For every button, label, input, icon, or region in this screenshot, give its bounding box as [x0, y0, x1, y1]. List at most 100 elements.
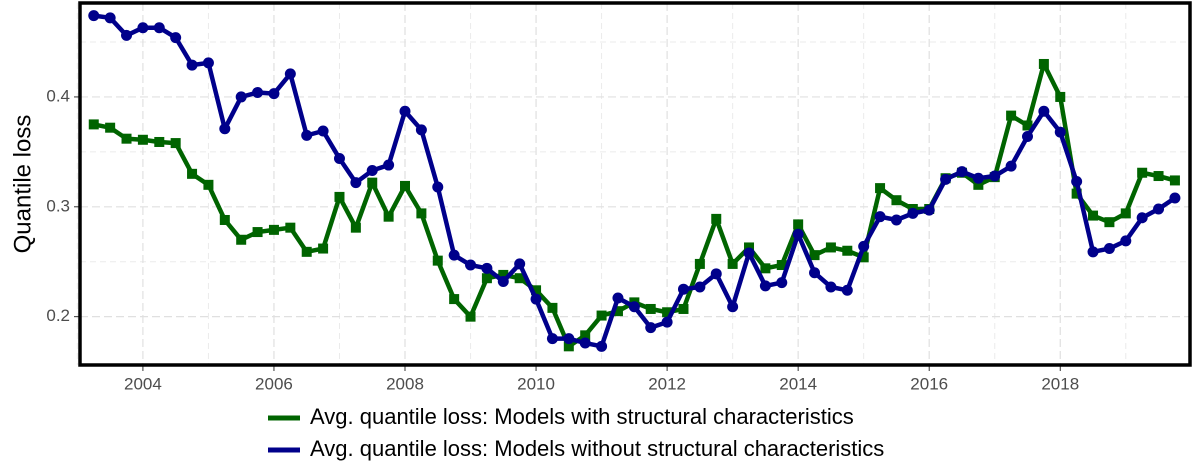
- point: [1103, 243, 1115, 255]
- x-tick-label: 2014: [779, 374, 817, 393]
- point: [383, 159, 395, 171]
- y-tick-label: 0.3: [46, 196, 70, 215]
- point: [1153, 171, 1164, 182]
- point: [105, 122, 116, 133]
- point: [284, 68, 296, 80]
- point: [678, 303, 689, 314]
- point: [972, 172, 984, 184]
- point: [776, 277, 788, 289]
- point: [1022, 120, 1033, 131]
- point: [1038, 105, 1050, 117]
- point: [1120, 235, 1132, 247]
- point: [465, 259, 477, 271]
- x-tick-label: 2004: [124, 374, 162, 393]
- point: [890, 214, 902, 226]
- point: [497, 276, 509, 288]
- point: [1136, 212, 1148, 224]
- point: [449, 294, 460, 305]
- point: [760, 263, 771, 274]
- point: [399, 105, 411, 117]
- point: [154, 136, 165, 147]
- point: [891, 195, 902, 206]
- point: [481, 273, 492, 284]
- point: [1087, 246, 1099, 258]
- point: [694, 258, 705, 269]
- point: [875, 183, 886, 194]
- point: [661, 316, 673, 328]
- point: [531, 285, 542, 296]
- point: [121, 133, 132, 144]
- point: [153, 22, 165, 34]
- point: [907, 207, 919, 219]
- point: [711, 213, 722, 224]
- y-axis-title: Quantile loss: [9, 115, 36, 254]
- point: [481, 262, 493, 274]
- point: [334, 191, 345, 202]
- point: [596, 310, 607, 321]
- point: [350, 222, 361, 233]
- point: [465, 311, 476, 322]
- point: [825, 281, 837, 293]
- point: [137, 22, 149, 34]
- point: [301, 129, 313, 141]
- point: [727, 258, 738, 269]
- y-tick-label: 0.4: [46, 86, 70, 105]
- point: [202, 57, 214, 69]
- x-tick-label: 2010: [517, 374, 555, 393]
- legend-label: Avg. quantile loss: Models without struc…: [310, 436, 884, 461]
- point: [1005, 160, 1017, 172]
- point: [252, 87, 264, 99]
- point: [792, 228, 804, 240]
- point: [923, 204, 935, 216]
- point: [219, 123, 231, 135]
- point: [809, 267, 821, 279]
- point: [973, 179, 984, 190]
- point: [104, 12, 116, 24]
- point: [1137, 167, 1148, 178]
- point: [235, 91, 247, 103]
- point: [956, 166, 968, 178]
- point: [710, 268, 722, 280]
- x-tick-label: 2018: [1041, 374, 1079, 393]
- point: [498, 269, 509, 280]
- point: [514, 273, 525, 284]
- point: [759, 280, 771, 292]
- point: [137, 134, 148, 145]
- point: [563, 333, 575, 345]
- point: [1088, 210, 1099, 221]
- point: [727, 301, 739, 313]
- point: [662, 307, 673, 318]
- series-line: [93, 13, 1177, 349]
- point: [301, 246, 312, 257]
- point: [350, 177, 362, 189]
- point: [776, 260, 787, 271]
- point: [1104, 217, 1115, 228]
- point: [563, 341, 574, 352]
- x-tick-label: 2006: [255, 374, 293, 393]
- point: [743, 247, 755, 259]
- point: [1021, 130, 1033, 142]
- point: [203, 179, 214, 190]
- point: [268, 224, 279, 235]
- point: [628, 301, 640, 313]
- point: [694, 281, 706, 293]
- point: [874, 211, 886, 223]
- point: [1120, 208, 1131, 219]
- point: [432, 255, 443, 266]
- point: [1038, 58, 1049, 69]
- point: [285, 222, 296, 233]
- point: [612, 292, 624, 304]
- point: [400, 180, 411, 191]
- point: [187, 168, 198, 179]
- point: [1071, 188, 1082, 199]
- point: [579, 337, 591, 349]
- point: [121, 29, 133, 41]
- point: [170, 32, 182, 44]
- x-tick-label: 2012: [648, 374, 686, 393]
- point: [1054, 126, 1066, 138]
- point: [367, 177, 378, 188]
- point: [1055, 91, 1066, 102]
- point: [1169, 175, 1180, 186]
- point: [432, 181, 444, 193]
